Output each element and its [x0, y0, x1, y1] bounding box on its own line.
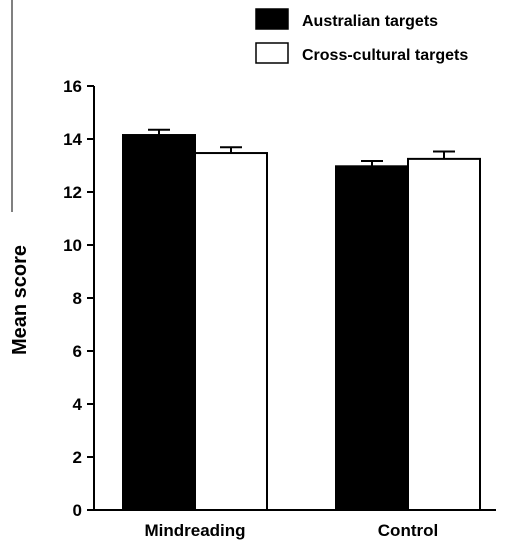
legend-label-australian: Australian targets [302, 13, 438, 30]
category-label: Control [378, 521, 438, 540]
bar [194, 152, 268, 511]
legend-swatch-cross-cultural [255, 42, 289, 64]
legend: Australian targets Cross-cultural target… [255, 8, 468, 64]
y-tick-label: 10 [63, 236, 82, 255]
legend-label-cross-cultural: Cross-cultural targets [302, 47, 468, 64]
y-tick-label: 16 [63, 77, 82, 96]
y-tick-label: 0 [73, 501, 82, 520]
y-axis-ticks: 0 2 4 6 8 10 12 14 16 [63, 77, 94, 520]
y-tick-label: 12 [63, 183, 82, 202]
y-tick-label: 4 [73, 395, 83, 414]
legend-swatch-australian [255, 8, 289, 30]
bar [335, 165, 409, 511]
bars [122, 128, 481, 511]
y-tick-label: 6 [73, 342, 82, 361]
y-axis-title: Mean score [9, 245, 31, 355]
category-labels: Mindreading Control [144, 521, 438, 540]
y-tick-label: 14 [63, 130, 82, 149]
y-tick-label: 2 [73, 448, 82, 467]
category-label: Mindreading [144, 521, 245, 540]
bar [122, 134, 196, 511]
y-tick-label: 8 [73, 289, 82, 308]
bar [407, 157, 481, 511]
